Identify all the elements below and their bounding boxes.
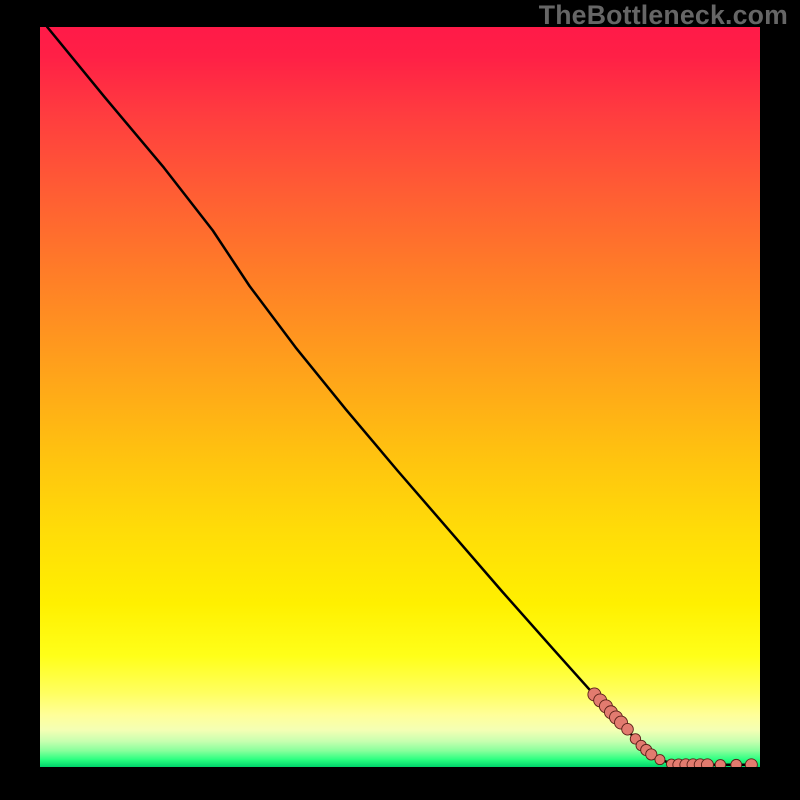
chart-svg xyxy=(40,27,760,767)
gradient-rect xyxy=(40,27,760,767)
chart-plot xyxy=(40,27,760,767)
marker-dot xyxy=(655,755,665,765)
marker-dot xyxy=(715,760,725,767)
marker-dot xyxy=(622,723,634,735)
marker-dot xyxy=(701,759,713,767)
marker-dot xyxy=(731,759,742,767)
marker-dot xyxy=(745,759,757,767)
frame: TheBottleneck.com xyxy=(0,0,800,800)
